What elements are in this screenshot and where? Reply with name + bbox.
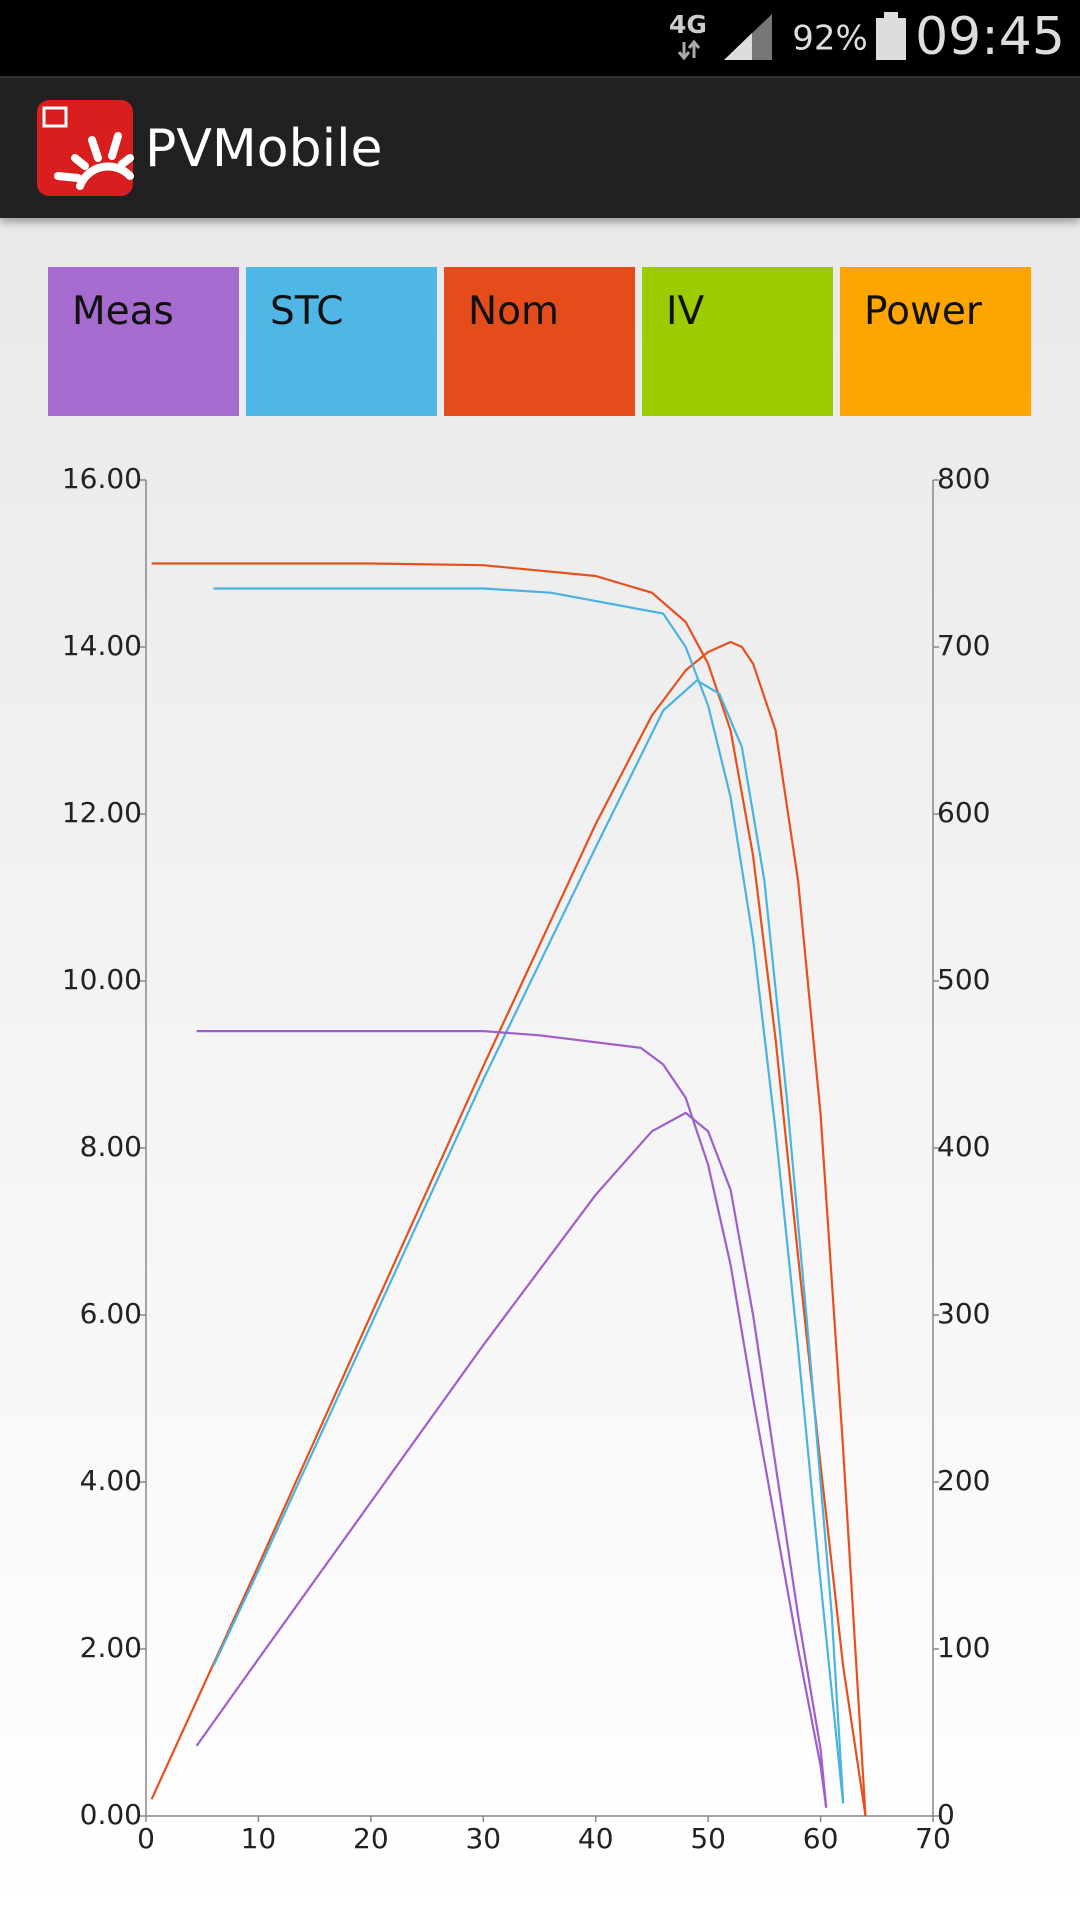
tab-button[interactable]: Power [840,267,1031,416]
y2-tick-label: 200 [937,1464,990,1497]
series-line [150,640,867,1817]
app-icon-sun [54,132,134,190]
y2-tick-label: 400 [937,1130,990,1163]
data-arrows [677,39,701,61]
y2-tick-label: 600 [937,796,990,829]
battery-icon [876,18,906,60]
status-icons: 4G 92% 09:45 [669,7,1065,67]
y2-tick-label: 500 [937,963,990,996]
series-line [212,679,845,1802]
status-bar: 4G 92% 09:45 [0,0,1080,76]
x-tick-label: 30 [465,1822,501,1855]
series-line [151,562,867,1817]
y2-tick-label: 700 [937,629,990,662]
app-bar-graphics: PVMobile [37,100,383,196]
y-tick-label: 8.00 [80,1130,142,1163]
chart: 0.00 2.00 4.00 6.00 8.00 10.00 12.00 14.00 16.00… [62,462,991,1855]
y-tick-label: 14.00 [62,629,142,662]
tab-button[interactable]: IV [642,267,833,416]
app-bar: PVMobile [0,76,1080,218]
x-tick-label: 60 [803,1822,839,1855]
y2-tick-label: 800 [937,462,990,495]
x-tick-label: 50 [690,1822,726,1855]
series-line [196,1030,828,1808]
tab-button[interactable]: Nom [444,267,635,416]
y-tick-label: 2.00 [80,1631,142,1664]
y2-tick-label: 0 [937,1798,955,1831]
y2-tick-label: 100 [937,1631,990,1664]
app-title: PVMobile [145,119,383,179]
battery-tip [884,12,898,19]
y-tick-label: 0.00 [80,1798,142,1831]
tab-button[interactable]: Meas [48,267,239,416]
battery-level: 92% [792,19,868,59]
signal-bars [724,33,752,60]
x-tick-label: 40 [578,1822,614,1855]
clock: 09:45 [915,7,1065,67]
app-icon-mark [42,106,68,128]
y-tick-label: 4.00 [80,1464,142,1497]
tab-button[interactable]: STC [246,267,437,416]
x-tick-label: 20 [353,1822,389,1855]
series-line [213,587,845,1804]
app-icon[interactable] [37,100,133,196]
y-tick-label: 12.00 [62,796,142,829]
x-tick-label: 70 [915,1822,951,1855]
series-line [195,1111,828,1808]
y2-tick-label: 300 [937,1297,990,1330]
content: Meas STC Nom IV Power 0.00 2.00 4.00 6.00 8.00 10… [0,218,1080,1920]
network-type: 4G [669,10,707,39]
x-tick-label: 0 [137,1822,155,1855]
y-tick-label: 10.00 [62,963,142,996]
y-tick-label: 6.00 [80,1297,142,1330]
x-tick-label: 10 [241,1822,277,1855]
y-tick-label: 16.00 [62,462,142,495]
